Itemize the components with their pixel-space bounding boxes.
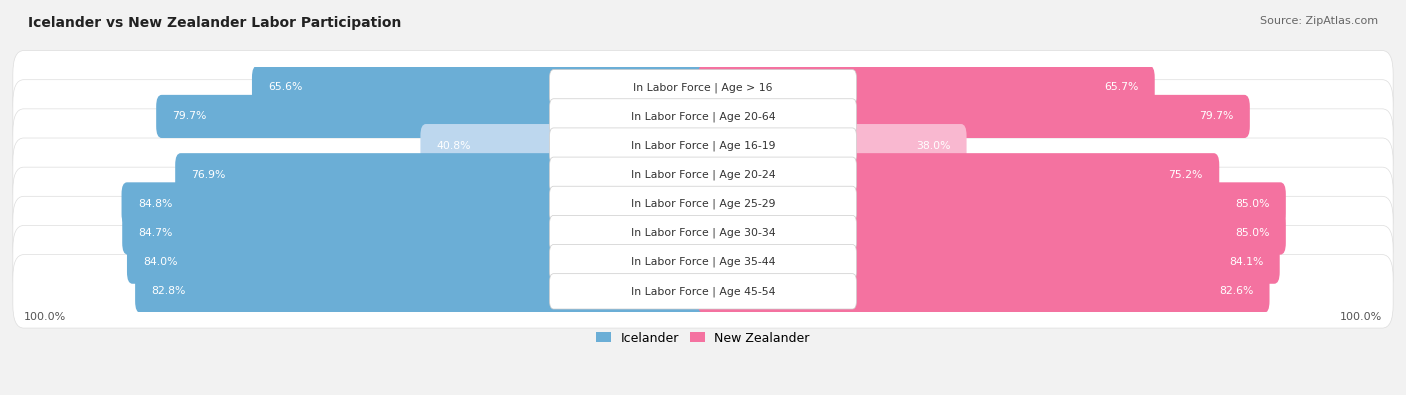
FancyBboxPatch shape bbox=[13, 196, 1393, 270]
Text: In Labor Force | Age 20-24: In Labor Force | Age 20-24 bbox=[631, 169, 775, 180]
FancyBboxPatch shape bbox=[252, 66, 709, 109]
FancyBboxPatch shape bbox=[176, 153, 709, 196]
Text: 100.0%: 100.0% bbox=[1340, 312, 1382, 322]
Text: 100.0%: 100.0% bbox=[24, 312, 66, 322]
FancyBboxPatch shape bbox=[697, 270, 1270, 313]
Text: Icelander vs New Zealander Labor Participation: Icelander vs New Zealander Labor Partici… bbox=[28, 16, 402, 30]
Text: 82.6%: 82.6% bbox=[1219, 286, 1253, 296]
FancyBboxPatch shape bbox=[550, 128, 856, 163]
FancyBboxPatch shape bbox=[697, 241, 1279, 284]
FancyBboxPatch shape bbox=[127, 241, 709, 284]
FancyBboxPatch shape bbox=[697, 66, 1154, 109]
Text: In Labor Force | Age 20-64: In Labor Force | Age 20-64 bbox=[631, 111, 775, 122]
FancyBboxPatch shape bbox=[13, 138, 1393, 211]
Text: Source: ZipAtlas.com: Source: ZipAtlas.com bbox=[1260, 16, 1378, 26]
FancyBboxPatch shape bbox=[550, 99, 856, 134]
FancyBboxPatch shape bbox=[550, 157, 856, 192]
FancyBboxPatch shape bbox=[13, 226, 1393, 299]
FancyBboxPatch shape bbox=[697, 124, 966, 167]
Text: 82.8%: 82.8% bbox=[152, 286, 186, 296]
FancyBboxPatch shape bbox=[697, 211, 1286, 255]
Text: 85.0%: 85.0% bbox=[1234, 199, 1270, 209]
Text: 65.7%: 65.7% bbox=[1104, 82, 1139, 92]
FancyBboxPatch shape bbox=[550, 186, 856, 222]
FancyBboxPatch shape bbox=[550, 274, 856, 309]
FancyBboxPatch shape bbox=[550, 245, 856, 280]
FancyBboxPatch shape bbox=[697, 182, 1286, 226]
Text: 84.8%: 84.8% bbox=[138, 199, 172, 209]
FancyBboxPatch shape bbox=[550, 215, 856, 251]
FancyBboxPatch shape bbox=[420, 124, 709, 167]
FancyBboxPatch shape bbox=[122, 211, 709, 255]
Text: 38.0%: 38.0% bbox=[915, 141, 950, 150]
Text: 76.9%: 76.9% bbox=[191, 170, 226, 180]
FancyBboxPatch shape bbox=[156, 95, 709, 138]
Text: 84.7%: 84.7% bbox=[139, 228, 173, 238]
Text: In Labor Force | Age 35-44: In Labor Force | Age 35-44 bbox=[631, 257, 775, 267]
Text: 65.6%: 65.6% bbox=[269, 82, 302, 92]
FancyBboxPatch shape bbox=[13, 167, 1393, 241]
Text: 75.2%: 75.2% bbox=[1168, 170, 1204, 180]
Text: 84.1%: 84.1% bbox=[1229, 257, 1264, 267]
Text: 84.0%: 84.0% bbox=[143, 257, 177, 267]
FancyBboxPatch shape bbox=[13, 255, 1393, 328]
FancyBboxPatch shape bbox=[13, 51, 1393, 124]
Text: 79.7%: 79.7% bbox=[1199, 111, 1233, 121]
Text: 40.8%: 40.8% bbox=[437, 141, 471, 150]
Text: In Labor Force | Age 30-34: In Labor Force | Age 30-34 bbox=[631, 228, 775, 238]
Text: In Labor Force | Age 25-29: In Labor Force | Age 25-29 bbox=[631, 199, 775, 209]
Text: In Labor Force | Age 45-54: In Labor Force | Age 45-54 bbox=[631, 286, 775, 297]
Text: 85.0%: 85.0% bbox=[1234, 228, 1270, 238]
Text: 79.7%: 79.7% bbox=[173, 111, 207, 121]
Text: In Labor Force | Age 16-19: In Labor Force | Age 16-19 bbox=[631, 140, 775, 151]
FancyBboxPatch shape bbox=[121, 182, 709, 226]
FancyBboxPatch shape bbox=[13, 109, 1393, 182]
FancyBboxPatch shape bbox=[697, 95, 1250, 138]
Text: In Labor Force | Age > 16: In Labor Force | Age > 16 bbox=[633, 82, 773, 92]
FancyBboxPatch shape bbox=[13, 80, 1393, 153]
FancyBboxPatch shape bbox=[697, 153, 1219, 196]
FancyBboxPatch shape bbox=[135, 270, 709, 313]
FancyBboxPatch shape bbox=[550, 70, 856, 105]
Legend: Icelander, New Zealander: Icelander, New Zealander bbox=[591, 327, 815, 350]
